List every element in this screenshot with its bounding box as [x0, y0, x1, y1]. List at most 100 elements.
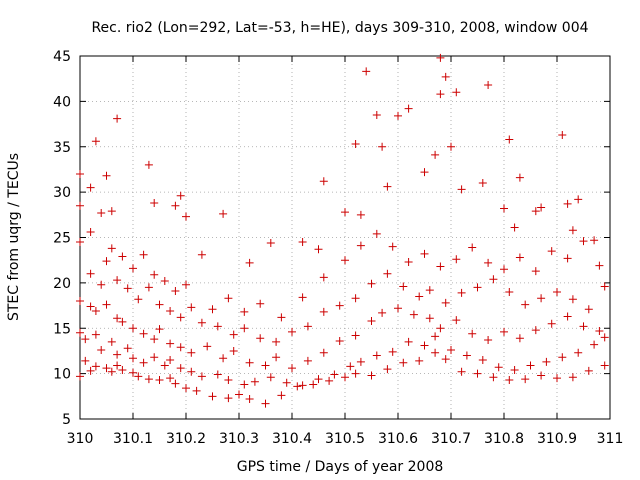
y-tick-label: 25 [53, 231, 71, 247]
data-point [579, 322, 588, 331]
data-point [166, 307, 175, 316]
data-point [144, 375, 153, 384]
data-point [187, 348, 196, 357]
y-tick-label: 10 [53, 367, 71, 383]
data-point [531, 207, 540, 216]
data-point [113, 314, 122, 323]
data-point [568, 373, 577, 382]
data-point [367, 279, 376, 288]
data-point [335, 336, 344, 345]
data-point [553, 287, 561, 296]
y-tick-label: 5 [62, 412, 71, 428]
data-point [595, 261, 604, 270]
data-point [431, 150, 440, 159]
data-point [150, 270, 159, 279]
data-point [86, 302, 95, 311]
data-point [335, 301, 344, 310]
data-point [303, 322, 312, 331]
data-point [420, 168, 429, 177]
data-point [76, 238, 84, 247]
data-point [325, 376, 334, 385]
data-point [351, 294, 360, 303]
data-point [171, 201, 180, 210]
data-point [404, 337, 413, 346]
data-point [76, 297, 84, 306]
data-point [282, 378, 291, 387]
data-point [341, 208, 349, 217]
data-point [420, 249, 429, 258]
data-point [155, 375, 164, 384]
data-point [240, 380, 249, 389]
data-point [473, 369, 482, 378]
data-point [176, 191, 185, 200]
data-point [203, 342, 212, 351]
data-point [91, 362, 100, 371]
data-point [213, 322, 222, 331]
data-point [388, 242, 397, 251]
data-point [155, 325, 164, 334]
data-point [362, 67, 371, 76]
x-tick-labels: 310 310.1 310.2 310.3 310.4 310.5 310.6 310.7 31… [67, 431, 624, 447]
data-point [478, 179, 487, 188]
data-point [500, 265, 508, 274]
y-tick-label: 40 [53, 94, 71, 110]
data-point [266, 238, 275, 247]
data-point [457, 367, 466, 376]
x-tick-label: 311 [597, 431, 624, 447]
data-point [171, 287, 180, 296]
data-point [574, 348, 583, 357]
data-point [568, 295, 577, 304]
data-point [468, 243, 477, 252]
data-point [351, 140, 360, 149]
data-point [208, 392, 217, 401]
data-point [197, 250, 206, 259]
data-point [113, 361, 122, 370]
data-point [76, 328, 84, 337]
data-point [420, 341, 429, 350]
data-point [452, 255, 461, 264]
data-point [288, 364, 296, 373]
data-point [266, 373, 275, 382]
data-point [547, 247, 556, 256]
data-point [144, 283, 153, 292]
data-point [176, 313, 185, 322]
data-point [86, 366, 95, 375]
data-point [144, 160, 153, 169]
data-point [515, 173, 524, 182]
y-tick-label: 20 [53, 276, 71, 292]
data-point [452, 88, 461, 97]
data-point [462, 351, 471, 360]
data-point [404, 104, 413, 113]
data-point [489, 275, 498, 284]
data-point [383, 182, 392, 191]
x-tick-label: 310.2 [166, 431, 206, 447]
data-point [590, 236, 599, 245]
data-point [367, 371, 376, 380]
data-point [298, 238, 307, 247]
y-tick-label: 45 [53, 49, 71, 65]
x-axis-label: GPS time / Days of year 2008 [237, 459, 444, 475]
data-point [91, 307, 100, 316]
data-point [187, 303, 196, 312]
data-point [600, 282, 609, 291]
y-tick-label: 35 [53, 140, 71, 156]
data-point [372, 110, 381, 119]
data-point [235, 390, 243, 399]
data-point [590, 340, 599, 349]
data-point [531, 267, 540, 276]
data-point [404, 258, 413, 267]
data-point [171, 379, 180, 388]
data-point [600, 333, 609, 342]
data-point [256, 299, 265, 308]
data-point [298, 381, 307, 390]
data-point [91, 137, 100, 146]
data-point [441, 72, 450, 81]
data-point [515, 253, 524, 262]
data-point [378, 142, 387, 151]
data-point [563, 254, 572, 263]
data-point [81, 335, 90, 344]
data-point [319, 273, 328, 282]
data-point [81, 356, 90, 365]
data-point [97, 208, 106, 217]
